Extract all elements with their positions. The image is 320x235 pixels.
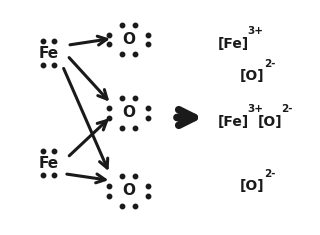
Text: 2-: 2-: [264, 169, 275, 179]
Text: O: O: [122, 32, 135, 47]
Text: 3+: 3+: [247, 105, 263, 114]
Text: 3+: 3+: [247, 27, 263, 36]
Text: [O]: [O]: [258, 115, 282, 129]
Text: [O]: [O]: [240, 69, 265, 83]
Text: 2-: 2-: [264, 59, 275, 69]
Text: O: O: [122, 184, 135, 198]
Text: [Fe]: [Fe]: [218, 37, 249, 51]
Text: 2-: 2-: [281, 105, 292, 114]
Text: Fe: Fe: [38, 46, 59, 61]
Text: Fe: Fe: [38, 156, 59, 171]
Text: O: O: [122, 106, 135, 120]
Text: [Fe]: [Fe]: [218, 115, 249, 129]
Text: [O]: [O]: [240, 179, 265, 193]
